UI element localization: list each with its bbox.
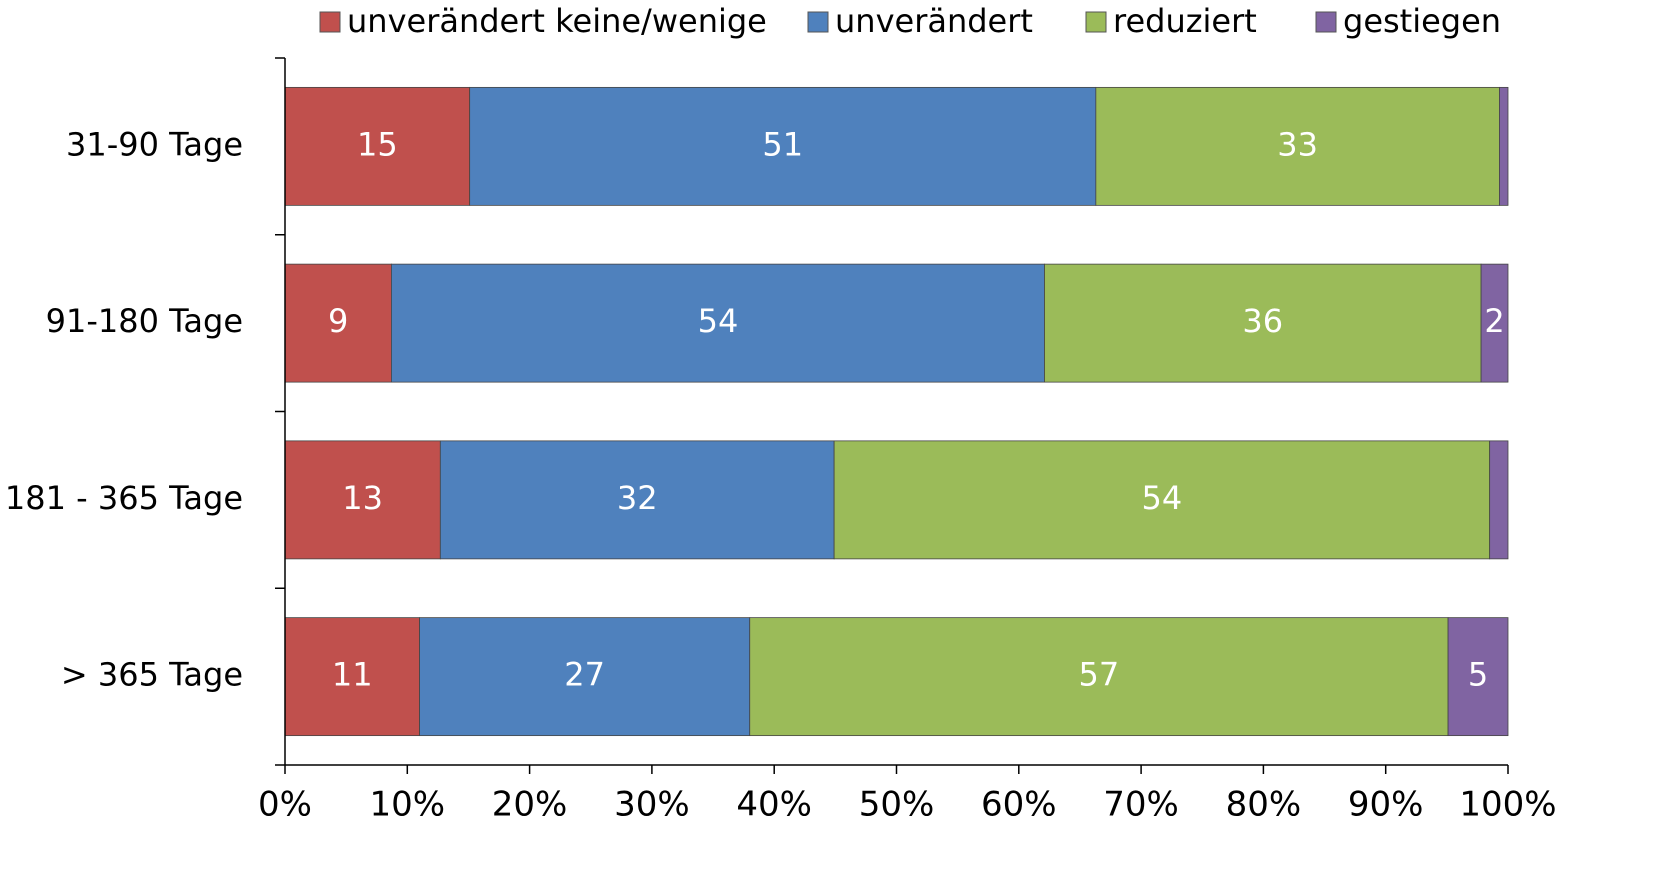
legend-swatch (807, 11, 829, 33)
x-tick-label: 0% (258, 785, 312, 825)
bar-segment (284, 440, 441, 560)
bar-segment (1447, 617, 1509, 737)
legend-swatch (1085, 11, 1107, 33)
data-label: 36 (1242, 302, 1283, 340)
legend-label: reduziert (1113, 2, 1257, 40)
x-tick-label: 20% (492, 785, 568, 825)
data-label: 2 (1484, 302, 1504, 340)
data-label: 33 (1277, 125, 1318, 163)
data-label: 13 (342, 479, 383, 517)
bar-segment (284, 263, 392, 383)
x-tick-label: 60% (981, 785, 1057, 825)
x-tick-label: 10% (370, 785, 446, 825)
bar-segment (419, 617, 751, 737)
legend-label: unverändert keine/wenige (347, 2, 767, 40)
bar-segment (833, 440, 1491, 560)
bar-segment (284, 86, 471, 206)
legend-label: gestiegen (1343, 2, 1501, 40)
x-tick-label: 100% (1459, 785, 1556, 825)
y-tick-label: 91-180 Tage (46, 302, 243, 340)
legend-swatch (1315, 11, 1337, 33)
x-tick-label: 50% (859, 785, 935, 825)
y-tick-label: 31-90 Tage (66, 125, 243, 163)
x-tick-label: 70% (1103, 785, 1179, 825)
data-label: 51 (762, 125, 803, 163)
y-tick-label: > 365 Tage (61, 656, 243, 694)
data-label: 57 (1079, 656, 1120, 694)
bar-segment (1044, 263, 1482, 383)
legend-swatch (319, 11, 341, 33)
data-label: 32 (617, 479, 658, 517)
data-label: 27 (564, 656, 605, 694)
bar-segment (1095, 86, 1500, 206)
x-tick-label: 80% (1226, 785, 1302, 825)
data-label: 9 (328, 302, 348, 340)
y-tick-label: 181 - 365 Tage (5, 479, 243, 517)
bar-segment (1499, 86, 1509, 206)
data-label: 15 (357, 125, 398, 163)
bar-segment (469, 86, 1097, 206)
data-label: 54 (1142, 479, 1183, 517)
bar-segment (439, 440, 835, 560)
legend-label: unverändert (835, 2, 1033, 40)
x-tick-label: 40% (736, 785, 812, 825)
bar-segment (749, 617, 1449, 737)
x-tick-label: 30% (614, 785, 690, 825)
x-tick-label: 90% (1348, 785, 1424, 825)
bar-segment (1489, 440, 1509, 560)
bar-segment (391, 263, 1045, 383)
data-label: 5 (1468, 656, 1488, 694)
data-label: 54 (698, 302, 739, 340)
data-label: 11 (332, 656, 373, 694)
bar-segment (1480, 263, 1509, 383)
